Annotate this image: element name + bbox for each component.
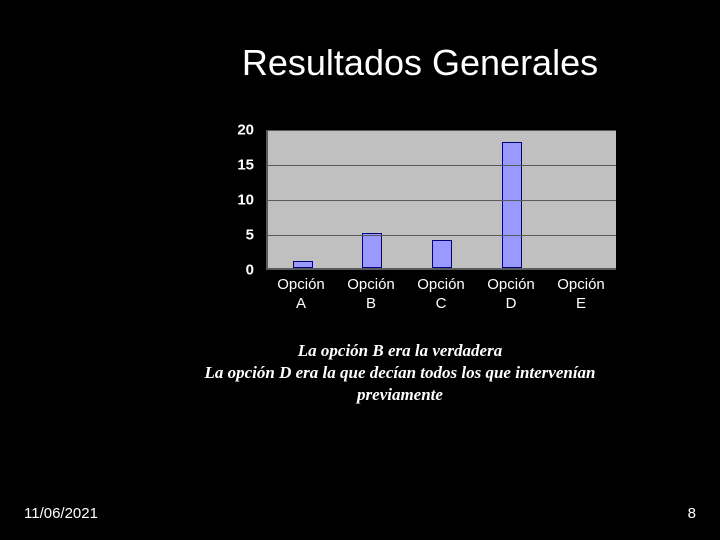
gridline (268, 130, 616, 131)
caption-text: La opción B era la verdadera La opción D… (0, 340, 720, 406)
gridline (268, 235, 616, 236)
y-tick-label: 15 (220, 157, 260, 174)
x-axis-label: OpciónA (266, 276, 336, 314)
caption-line-1: La opción B era la verdadera (298, 341, 502, 360)
gridline (268, 200, 616, 201)
footer-date: 11/06/2021 (24, 505, 98, 522)
footer-page-number: 8 (688, 505, 696, 522)
y-tick-label: 10 (220, 192, 260, 209)
results-bar-chart: 20151050 OpciónAOpciónBOpciónCOpciónDOpc… (220, 130, 630, 330)
caption-line-3: previamente (357, 385, 443, 404)
x-axis-label: OpciónE (546, 276, 616, 314)
caption-line-2: La opción D era la que decían todos los … (205, 363, 596, 382)
bar (432, 240, 452, 268)
bar-slot (338, 130, 408, 268)
bar (293, 261, 313, 268)
y-tick-label: 5 (220, 227, 260, 244)
bar (502, 142, 522, 268)
bar-slot (407, 130, 477, 268)
slide-title: Resultados Generales (0, 42, 720, 84)
y-tick-label: 0 (220, 262, 260, 279)
y-axis: 20151050 (220, 130, 260, 270)
x-axis: OpciónAOpciónBOpciónCOpciónDOpciónE (266, 276, 616, 314)
gridline (268, 165, 616, 166)
bar (362, 233, 382, 268)
x-axis-label: OpciónB (336, 276, 406, 314)
plot-area (266, 130, 616, 270)
x-axis-label: OpciónC (406, 276, 476, 314)
bar-slot (268, 130, 338, 268)
bars-container (268, 130, 616, 268)
x-axis-label: OpciónD (476, 276, 546, 314)
bar-slot (546, 130, 616, 268)
y-tick-label: 20 (220, 122, 260, 139)
bar-slot (477, 130, 547, 268)
